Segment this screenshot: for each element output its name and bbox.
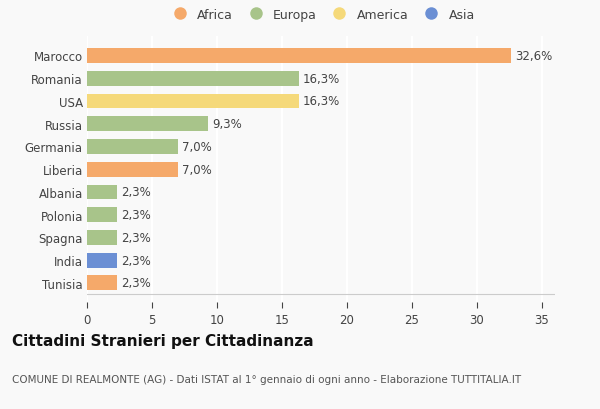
Text: 32,6%: 32,6% — [515, 50, 552, 63]
Bar — [87, 276, 117, 290]
Text: 16,3%: 16,3% — [303, 72, 340, 85]
Bar — [87, 162, 178, 177]
Text: 2,3%: 2,3% — [121, 186, 151, 199]
Bar — [87, 72, 299, 86]
Text: 7,0%: 7,0% — [182, 141, 212, 153]
Bar — [87, 230, 117, 245]
Text: Cittadini Stranieri per Cittadinanza: Cittadini Stranieri per Cittadinanza — [12, 333, 314, 348]
Bar — [87, 253, 117, 268]
Bar — [87, 185, 117, 200]
Text: 2,3%: 2,3% — [121, 209, 151, 222]
Legend: Africa, Europa, America, Asia: Africa, Europa, America, Asia — [163, 5, 479, 25]
Text: 9,3%: 9,3% — [212, 118, 242, 131]
Bar — [87, 49, 511, 64]
Text: COMUNE DI REALMONTE (AG) - Dati ISTAT al 1° gennaio di ogni anno - Elaborazione : COMUNE DI REALMONTE (AG) - Dati ISTAT al… — [12, 374, 521, 384]
Text: 2,3%: 2,3% — [121, 277, 151, 290]
Bar — [87, 139, 178, 155]
Bar — [87, 94, 299, 109]
Bar — [87, 117, 208, 132]
Bar — [87, 208, 117, 222]
Text: 2,3%: 2,3% — [121, 231, 151, 244]
Text: 16,3%: 16,3% — [303, 95, 340, 108]
Text: 7,0%: 7,0% — [182, 163, 212, 176]
Text: 2,3%: 2,3% — [121, 254, 151, 267]
